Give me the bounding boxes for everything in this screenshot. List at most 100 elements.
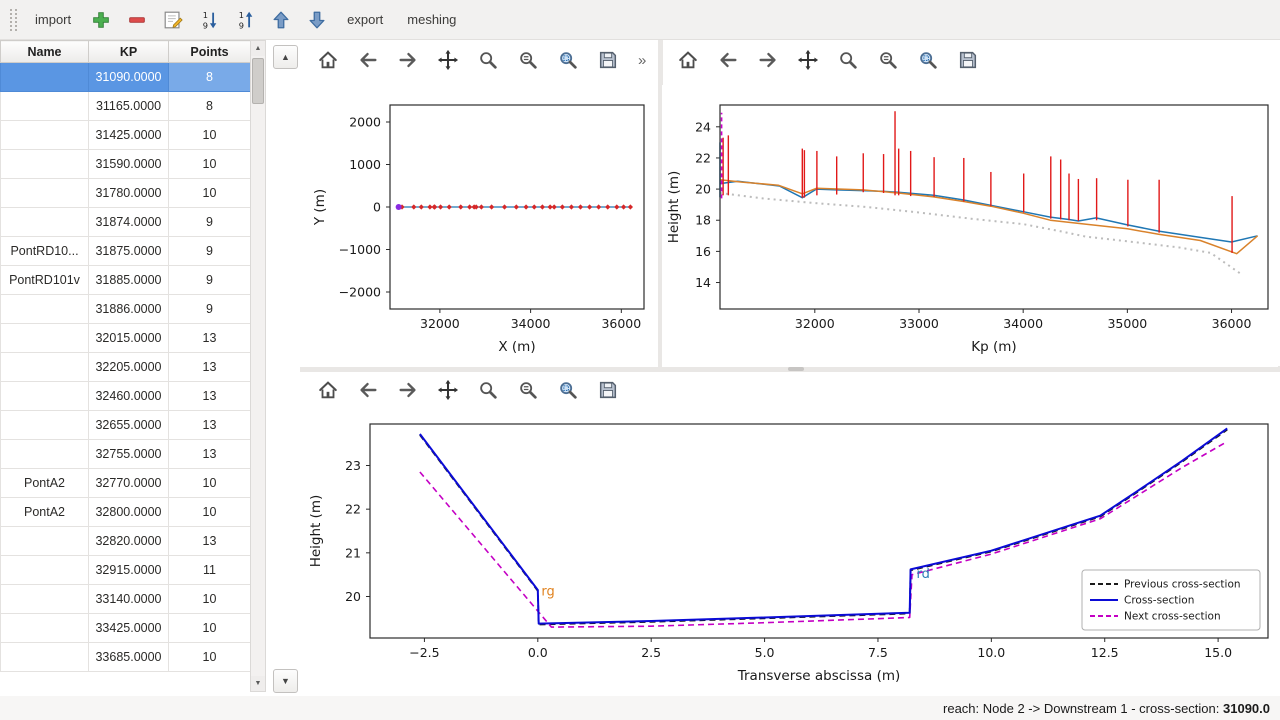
table-row[interactable]: PontRD101v 31885.0000 9 xyxy=(0,265,251,295)
save-icon xyxy=(597,379,619,401)
chart-text: 14 xyxy=(695,275,711,290)
export-button[interactable]: export xyxy=(337,6,393,33)
name-cell xyxy=(0,323,89,353)
marker-start-point xyxy=(395,204,402,210)
table-row[interactable]: 32820.0000 13 xyxy=(0,526,251,556)
column-header-kp[interactable]: KP xyxy=(88,40,169,63)
sort-ascending-button[interactable] xyxy=(229,4,261,36)
zoom-button[interactable] xyxy=(472,374,504,406)
zoom-region-button[interactable] xyxy=(552,374,584,406)
import-button[interactable]: import xyxy=(25,6,81,33)
toolbar-overflow-button[interactable]: » xyxy=(632,52,652,69)
edit-cross-section-button[interactable] xyxy=(157,4,189,36)
edit-icon xyxy=(162,9,184,31)
move-row-up-button[interactable]: ▲ xyxy=(273,45,298,69)
vertical-splitter[interactable] xyxy=(658,40,663,370)
column-header-points[interactable]: Points xyxy=(168,40,251,63)
table-row[interactable]: 31090.0000 8 xyxy=(0,62,251,92)
table-row[interactable]: 31590.0000 10 xyxy=(0,149,251,179)
zoom-region-button[interactable] xyxy=(912,44,944,76)
table-row[interactable]: PontA2 32800.0000 10 xyxy=(0,497,251,527)
scrollbar-thumb[interactable] xyxy=(252,58,264,104)
scrollbar-down-icon[interactable]: ▼ xyxy=(251,676,265,691)
zoom-region-icon xyxy=(557,49,579,71)
shift-down-button[interactable] xyxy=(301,4,333,36)
forward-button[interactable] xyxy=(392,374,424,406)
plan-view-canvas[interactable]: 32000 34000 36000 −2000 −1000 0 1000 2000 X (m) Y… xyxy=(300,85,658,367)
column-header-name[interactable]: Name xyxy=(0,40,89,63)
table-row[interactable]: 31780.0000 10 xyxy=(0,178,251,208)
kp-cell: 32460.0000 xyxy=(88,381,169,411)
pan-button[interactable] xyxy=(792,44,824,76)
forward-button[interactable] xyxy=(752,44,784,76)
shift-up-button[interactable] xyxy=(265,4,297,36)
table-row[interactable]: 31425.0000 10 xyxy=(0,120,251,150)
marker-cross-section-markers xyxy=(577,204,584,210)
zoom-region-button[interactable] xyxy=(552,44,584,76)
home-button[interactable] xyxy=(672,44,704,76)
zoom-button[interactable] xyxy=(472,44,504,76)
longitudinal-profile-chart[interactable]: 32000 33000 34000 35000 36000 14 16 18 20 22 24 Kp … xyxy=(662,85,1278,367)
cross-section-chart[interactable]: −2.5 0.0 2.5 5.0 7.5 10.0 12.5 15.0 20 21 22 23 Tran… xyxy=(300,410,1278,696)
points-cell: 13 xyxy=(168,323,251,353)
horizontal-splitter[interactable] xyxy=(300,366,1280,372)
kp-cell: 32770.0000 xyxy=(88,468,169,498)
points-cell: 10 xyxy=(168,613,251,643)
points-cell: 13 xyxy=(168,381,251,411)
table-row[interactable]: 31165.0000 8 xyxy=(0,91,251,121)
table-scrollbar[interactable]: ▲ ▼ xyxy=(250,40,266,692)
chart-text: 5.0 xyxy=(755,645,775,660)
scrollbar-up-icon[interactable]: ▲ xyxy=(251,41,265,56)
save-button[interactable] xyxy=(592,44,624,76)
table-row[interactable]: 31874.0000 9 xyxy=(0,207,251,237)
marker-cross-section-markers xyxy=(446,204,452,210)
plan-view-chart[interactable]: 32000 34000 36000 −2000 −1000 0 1000 2000 X (m) Y… xyxy=(300,85,658,367)
longitudinal-profile-canvas[interactable]: 32000 33000 34000 35000 36000 14 16 18 20 22 24 Kp … xyxy=(662,85,1278,367)
figure-options-button[interactable] xyxy=(512,374,544,406)
table-row[interactable]: 33425.0000 10 xyxy=(0,613,251,643)
table-row[interactable]: 32915.0000 11 xyxy=(0,555,251,585)
save-button[interactable] xyxy=(952,44,984,76)
chart-text: Height (m) xyxy=(308,495,324,568)
figure-options-button[interactable] xyxy=(872,44,904,76)
forward-icon xyxy=(757,49,779,71)
save-button[interactable] xyxy=(592,374,624,406)
table-row[interactable]: 31886.0000 9 xyxy=(0,294,251,324)
chart-text: 36000 xyxy=(601,316,641,331)
marker-cross-section-markers xyxy=(620,204,627,210)
pan-button[interactable] xyxy=(432,44,464,76)
toolbar-drag-handle[interactable] xyxy=(10,8,17,31)
figure-options-button[interactable] xyxy=(512,44,544,76)
table-row[interactable]: 32205.0000 13 xyxy=(0,352,251,382)
cross-section-canvas[interactable]: −2.5 0.0 2.5 5.0 7.5 10.0 12.5 15.0 20 21 22 23 Tran… xyxy=(300,410,1278,696)
back-button[interactable] xyxy=(712,44,744,76)
remove-cross-section-button[interactable] xyxy=(121,4,153,36)
table-row[interactable]: 33140.0000 10 xyxy=(0,584,251,614)
table-row[interactable]: 33685.0000 10 xyxy=(0,642,251,672)
add-cross-section-button[interactable] xyxy=(85,4,117,36)
forward-button[interactable] xyxy=(392,44,424,76)
table-row[interactable]: PontRD10... 31875.0000 9 xyxy=(0,236,251,266)
figure-options-icon xyxy=(517,379,539,401)
table-row[interactable]: 32655.0000 13 xyxy=(0,410,251,440)
table-row[interactable]: 32460.0000 13 xyxy=(0,381,251,411)
move-row-down-button[interactable]: ▼ xyxy=(273,669,298,693)
back-button[interactable] xyxy=(352,44,384,76)
back-button[interactable] xyxy=(352,374,384,406)
zoom-button[interactable] xyxy=(832,44,864,76)
home-button[interactable] xyxy=(312,374,344,406)
sort-descending-button[interactable] xyxy=(193,4,225,36)
meshing-button[interactable]: meshing xyxy=(397,6,466,33)
name-cell xyxy=(0,381,89,411)
pan-button[interactable] xyxy=(432,374,464,406)
chart-text: 36000 xyxy=(1212,316,1252,331)
chart-text: Y (m) xyxy=(312,189,328,226)
table-row[interactable]: 32015.0000 13 xyxy=(0,323,251,353)
points-cell: 13 xyxy=(168,352,251,382)
home-button[interactable] xyxy=(312,44,344,76)
chart-text: 2000 xyxy=(349,115,381,130)
table-row[interactable]: 32755.0000 13 xyxy=(0,439,251,469)
table-row[interactable]: PontA2 32770.0000 10 xyxy=(0,468,251,498)
splitter-handle[interactable] xyxy=(788,367,804,371)
